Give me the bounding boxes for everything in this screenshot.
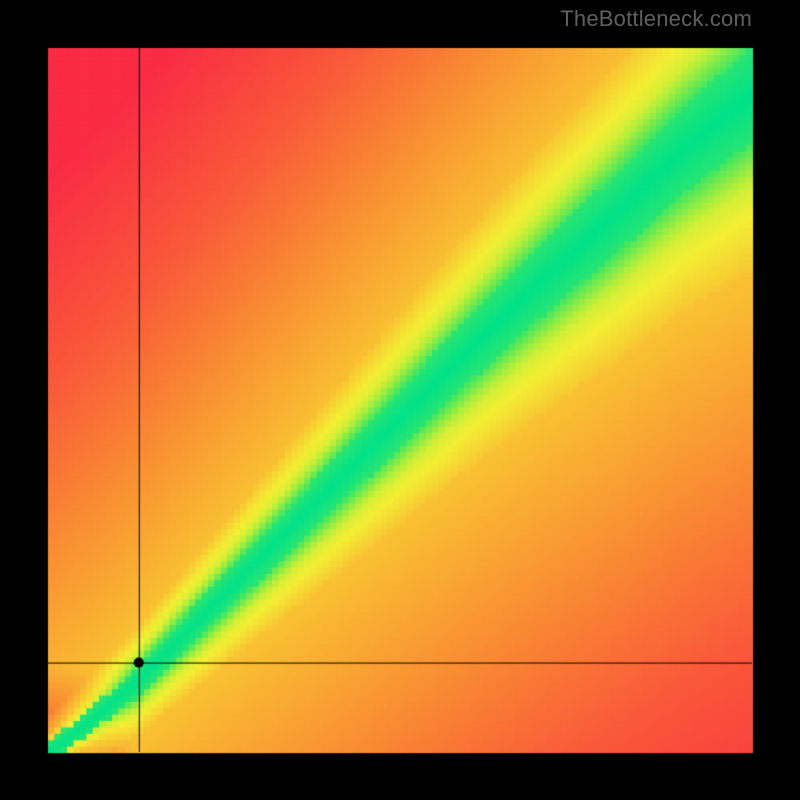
watermark-text: TheBottleneck.com [560,6,752,32]
chart-container: TheBottleneck.com [0,0,800,800]
bottleneck-heatmap [0,0,800,800]
